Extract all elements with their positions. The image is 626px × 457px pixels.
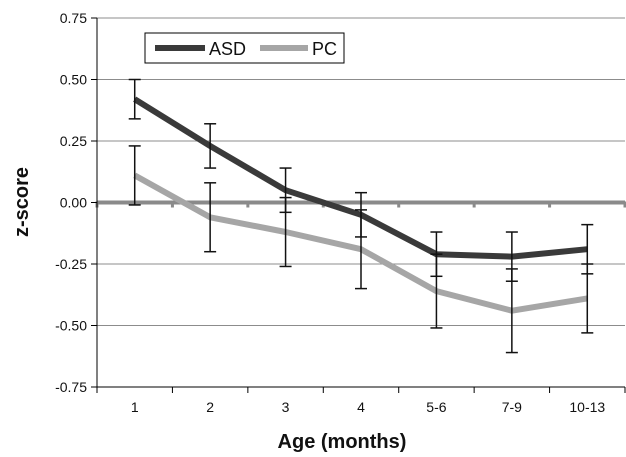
y-tick-label: -0.50 [55,318,87,334]
axes [91,17,626,393]
x-tick-label: 5-6 [426,399,446,415]
y-tick-labels: 0.75 0.50 0.25 0.00 -0.25 -0.50 -0.75 [55,10,87,395]
x-tick-label: 2 [206,399,214,415]
legend-label-asd: ASD [209,39,246,59]
y-tick-label: 0.00 [60,195,87,211]
y-tick-label: 0.75 [60,10,87,26]
legend: ASD PC [144,32,345,64]
y-tick-label: -0.25 [55,256,87,272]
x-tick-label: 7-9 [502,399,522,415]
y-axis-title: z-score [11,167,33,237]
grid-lines [97,17,625,326]
y-tick-label: 0.25 [60,133,87,149]
x-tick-label: 1 [131,399,139,415]
x-tick-label: 3 [282,399,290,415]
x-tick-labels: 1 2 3 4 5-6 7-9 10-13 [131,399,606,415]
y-tick-label: -0.75 [55,379,87,395]
error-bars [128,78,594,354]
x-tick-label: 10-13 [569,399,605,415]
x-tick-label: 4 [357,399,365,415]
legend-label-pc: PC [312,39,337,59]
y-tick-label: 0.50 [60,72,87,88]
x-axis-title: Age (months) [278,431,407,453]
